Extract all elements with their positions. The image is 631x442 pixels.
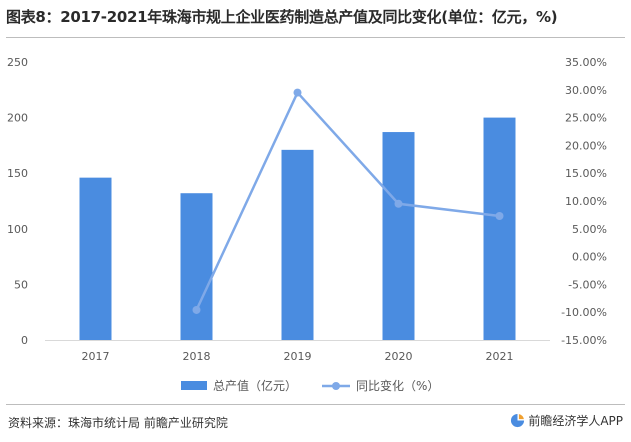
title-divider [6,37,625,38]
y-right-tick-15.00%: 15.00% [565,167,607,180]
y-left-tick-50: 50 [14,278,28,291]
brand-mark: 前瞻经济学人APP [510,412,623,429]
yoy-point-2019 [293,88,302,97]
y-right-tick-10.00%: 10.00% [565,195,607,208]
y-right-tick-20.00%: 20.00% [565,139,607,152]
y-left-tick-0: 0 [21,334,28,347]
x-tick-label-2019: 2019 [284,350,312,363]
yoy-point-2018 [192,305,201,314]
legend-swatch-bar [181,381,207,390]
bar-2020 [382,132,415,340]
yoy-point-2021 [495,212,504,221]
bar-2021 [483,117,516,340]
bar-2019 [281,149,314,340]
y-right-tick--10.00%: -10.00% [561,306,607,319]
y-right-tick-25.00%: 25.00% [565,112,607,125]
y-right-tick-30.00%: 30.00% [565,84,607,97]
y-right-tick-35.00%: 35.00% [565,56,607,69]
brand-logo-icon [511,413,525,428]
y-right-tick-0.00%: 0.00% [572,251,607,264]
chart-title: 图表8：2017-2021年珠海市规上企业医药制造总产值及同比变化(单位：亿元，… [6,8,558,26]
x-tick-label-2020: 2020 [385,350,413,363]
x-tick-label-2021: 2021 [486,350,514,363]
y-right-tick--15.00%: -15.00% [561,334,607,347]
legend-swatch-marker [332,382,340,390]
x-tick-label-2018: 2018 [183,350,211,363]
y-left-tick-200: 200 [7,112,28,125]
y-left-tick-250: 250 [7,56,28,69]
source-note: 资料来源：珠海市统计局 前瞻产业研究院 [8,416,228,430]
bar-2018 [180,193,213,340]
footer-divider [6,404,625,405]
y-left-tick-100: 100 [7,223,28,236]
yoy-line [195,90,500,311]
legend-label-line: 同比变化（%） [356,378,439,393]
y-right-tick-5.00%: 5.00% [572,223,607,236]
yoy-point-2020 [394,199,403,208]
x-tick-label-2017: 2017 [82,350,110,363]
legend-label-bar: 总产值（亿元） [213,378,297,393]
y-left-tick-150: 150 [7,167,28,180]
bar-2017 [79,177,112,340]
y-right-tick--5.00%: -5.00% [568,278,607,291]
brand-name: 前瞻经济学人APP [528,414,623,428]
